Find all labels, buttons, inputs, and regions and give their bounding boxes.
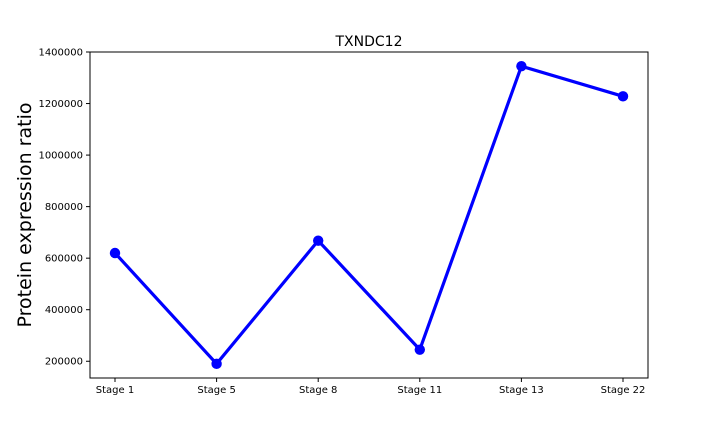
series-line (113, 64, 624, 367)
plot-area: 200000 400000 600000 800000 1000000 1200000 14… (38, 48, 649, 396)
y-axis-label: Protein expression ratio (14, 103, 36, 328)
axes-frame (89, 51, 649, 379)
data-point (414, 344, 425, 355)
x-tick-label: Stage 13 (499, 385, 544, 396)
y-tick-label: 400000 (45, 305, 83, 316)
x-tick-label: Stage 5 (197, 385, 235, 396)
x-tick-label: Stage 22 (601, 385, 646, 396)
y-tick-label: 200000 (45, 357, 83, 368)
y-tick-label: 1000000 (38, 151, 83, 162)
data-point (516, 60, 527, 72)
y-tick-label: 800000 (45, 202, 83, 213)
x-tick-label: Stage 1 (96, 385, 134, 396)
data-point (617, 91, 629, 102)
y-tick-label: 1400000 (38, 48, 83, 59)
data-point (211, 358, 222, 370)
y-tick-label: 1200000 (38, 99, 83, 110)
chart-title: TXNDC12 (335, 34, 403, 50)
x-tick-label: Stage 11 (397, 385, 442, 396)
y-tick-label: 600000 (45, 254, 83, 265)
data-point (109, 247, 121, 259)
data-point (313, 235, 324, 246)
x-tick-label: Stage 8 (299, 385, 337, 396)
